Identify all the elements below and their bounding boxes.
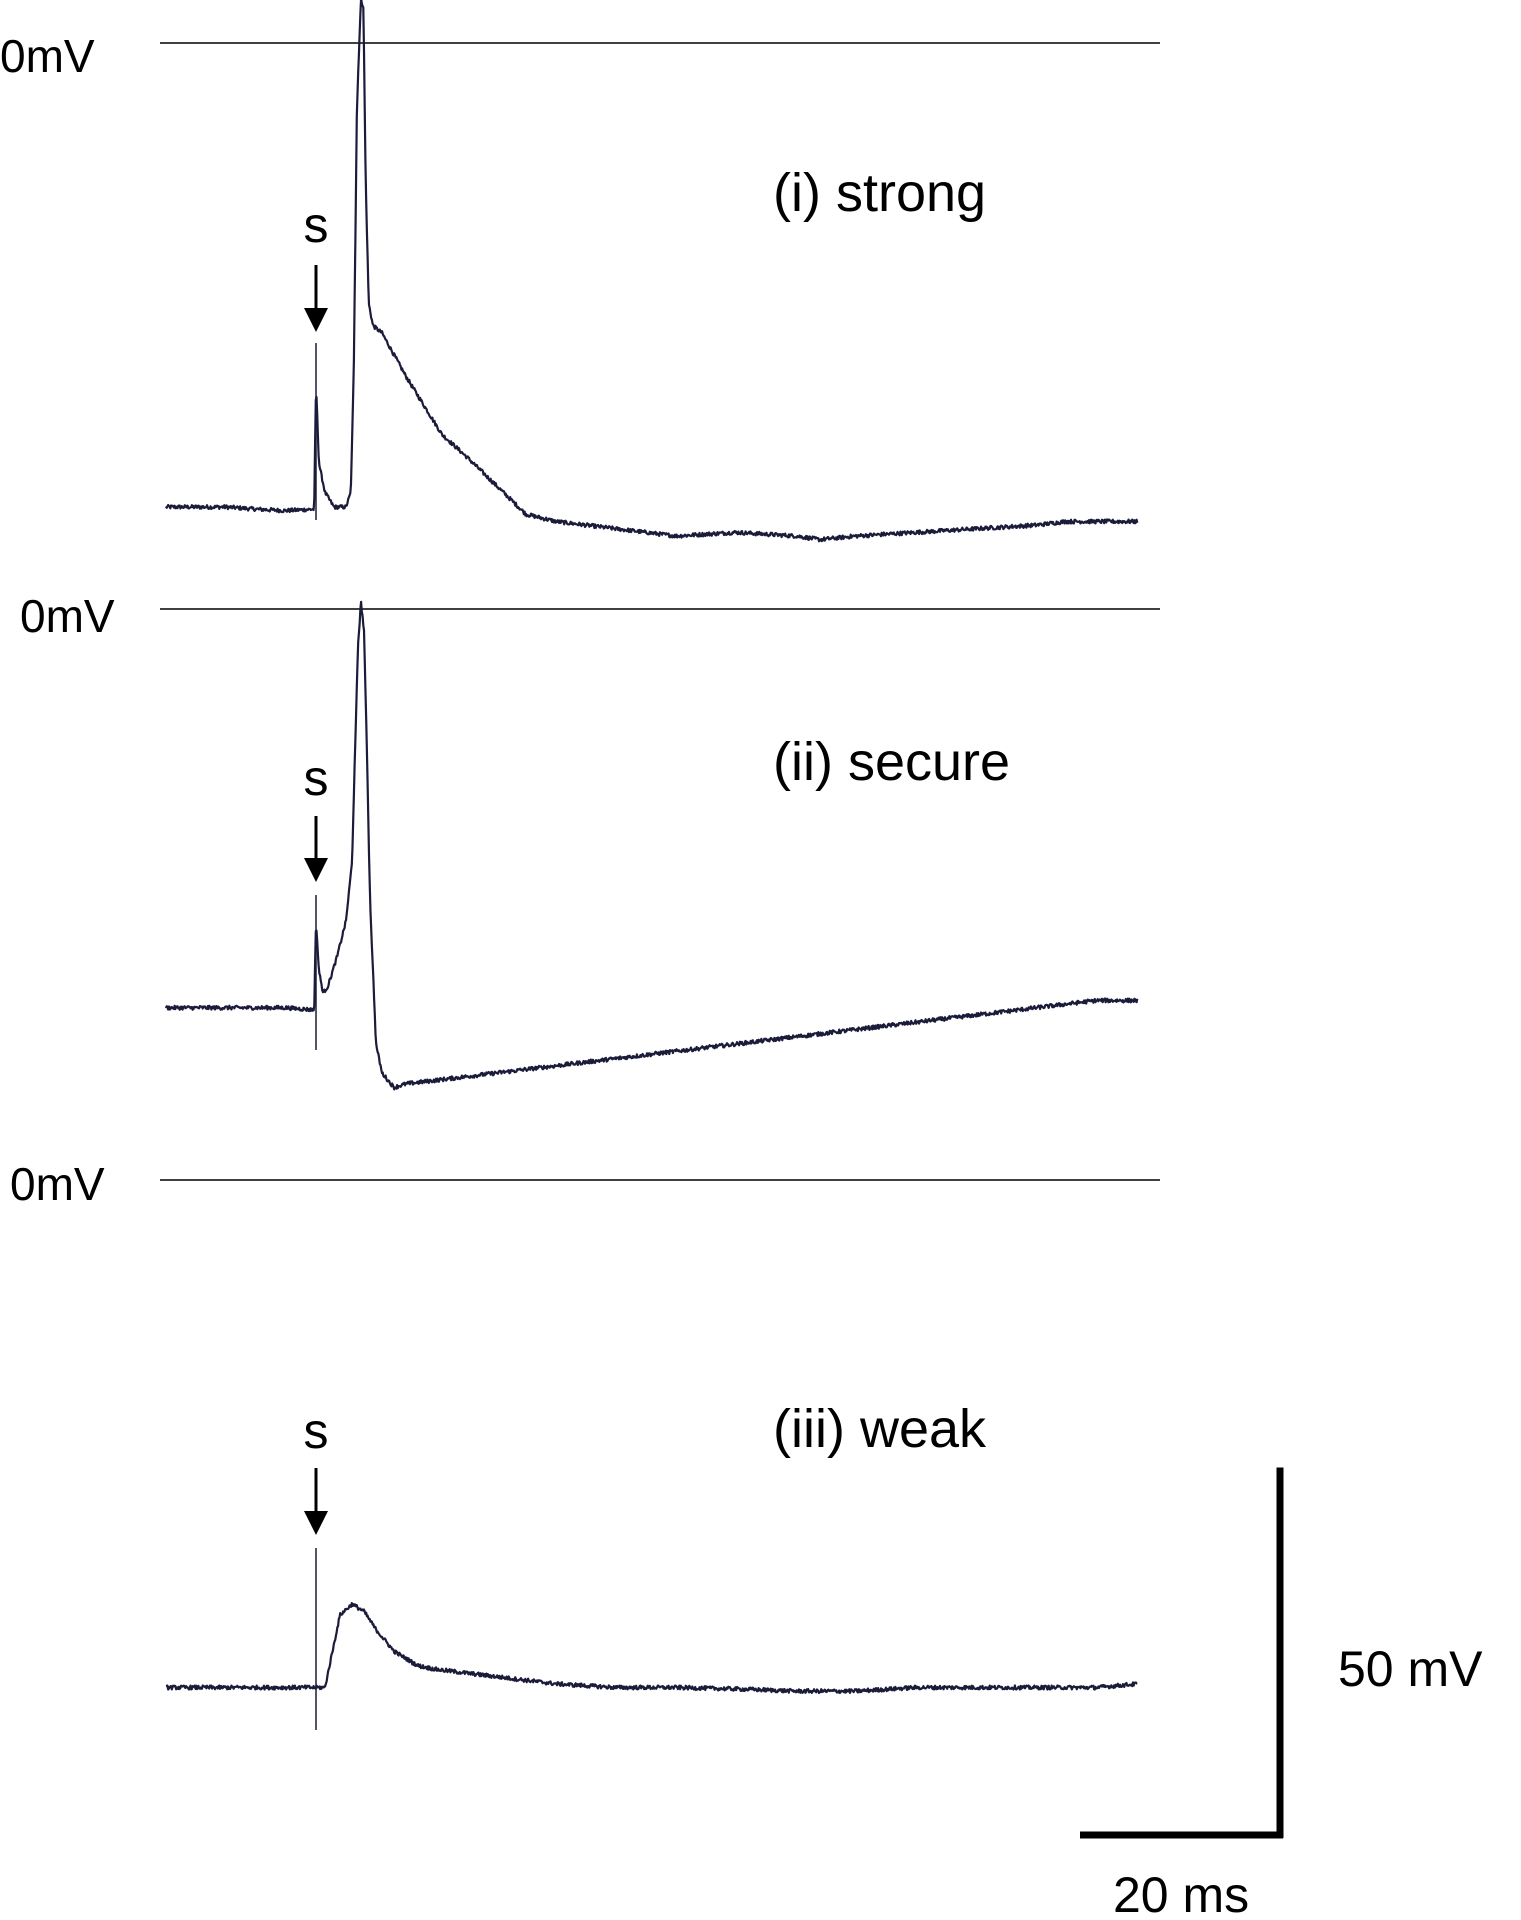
panel-strong: 0mV (i) strong s: [0, 0, 1160, 543]
scale-bar-voltage-label: 50 mV: [1338, 1641, 1483, 1697]
condition-label: (ii) secure: [773, 732, 1010, 792]
membrane-potential-trace: [165, 1602, 1138, 1695]
panel-secure: 0mV (ii) secure s: [20, 590, 1160, 1091]
zero-mv-label: 0mV: [10, 1158, 105, 1210]
scale-bar-time-label: 20 ms: [1113, 1867, 1249, 1920]
stimulus-arrow-icon: [304, 858, 328, 882]
stimulus-arrow-icon: [304, 308, 328, 332]
condition-label: (iii) weak: [773, 1399, 987, 1459]
stimulus-label: s: [304, 197, 329, 253]
membrane-potential-trace: [165, 0, 1139, 543]
panel-weak: 0mV (iii) weak s: [10, 1158, 1160, 1730]
zero-mv-label: 0mV: [0, 30, 95, 82]
stimulus-label: s: [304, 1403, 329, 1459]
zero-mv-label: 0mV: [20, 590, 115, 642]
trace-panels: 0mV (i) strong s 0mV (ii) secure s 0mV (iii) we…: [0, 0, 1160, 1730]
scale-bar: 50 mV 20 ms: [1080, 1467, 1483, 1920]
membrane-potential-trace: [164, 600, 1139, 1091]
stimulus-label: s: [304, 750, 329, 806]
stimulus-arrow-icon: [304, 1511, 328, 1535]
condition-label: (i) strong: [773, 163, 986, 223]
